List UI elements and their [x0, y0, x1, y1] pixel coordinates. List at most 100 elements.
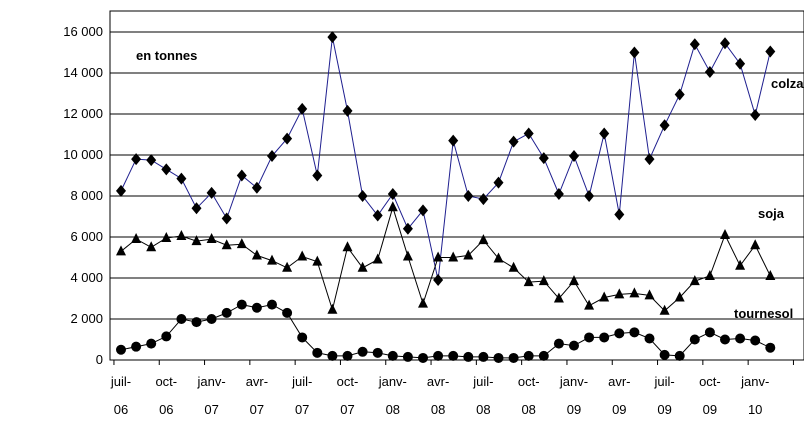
data-point-soja — [297, 250, 308, 261]
data-point-colza — [629, 46, 640, 59]
x-tick-label-year: 09 — [567, 402, 581, 417]
x-tick-label-year: 09 — [703, 402, 717, 417]
data-point-tournesol — [750, 335, 761, 346]
data-point-tournesol — [161, 331, 172, 342]
data-point-soja — [629, 287, 640, 298]
data-point-tournesol — [433, 350, 444, 361]
x-tick-label-year: 08 — [386, 402, 400, 417]
data-point-colza — [146, 154, 157, 167]
data-point-colza — [674, 88, 685, 101]
data-point-colza — [357, 190, 368, 202]
data-point-colza — [312, 169, 323, 182]
data-point-colza — [161, 163, 172, 176]
y-tick-label: 14 000 — [63, 65, 103, 80]
data-point-tournesol — [131, 341, 142, 352]
x-tick-label-year: 10 — [748, 402, 762, 417]
data-point-tournesol — [674, 350, 685, 361]
data-point-soja — [659, 304, 670, 315]
x-tick-label-month: janv- — [559, 374, 588, 389]
data-point-soja — [116, 245, 126, 256]
data-point-colza — [116, 184, 126, 197]
x-tick-label-month: juil- — [472, 374, 493, 389]
data-point-tournesol — [342, 350, 353, 361]
data-point-soja — [704, 269, 715, 280]
data-point-tournesol — [659, 349, 670, 360]
x-tick-label-month: oct- — [699, 374, 721, 389]
data-point-soja — [553, 292, 564, 303]
data-point-tournesol — [206, 314, 217, 324]
data-point-soja — [720, 228, 730, 239]
x-tick-label-month: janv- — [740, 374, 769, 389]
data-point-soja — [146, 241, 157, 252]
x-tick-label-year: 07 — [340, 402, 354, 417]
data-point-colza — [191, 202, 202, 215]
data-point-tournesol — [282, 307, 293, 318]
data-point-soja — [342, 241, 353, 252]
data-point-soja — [750, 239, 761, 250]
data-point-colza — [689, 38, 700, 51]
y-tick-label: 4 000 — [70, 270, 103, 285]
data-point-colza — [221, 212, 232, 225]
x-tick-label-year: 08 — [476, 402, 490, 417]
x-tick-label-year: 06 — [159, 402, 173, 417]
data-point-tournesol — [538, 350, 549, 361]
data-point-soja — [508, 261, 519, 272]
data-point-colza — [569, 150, 579, 163]
data-point-colza — [704, 65, 715, 78]
data-point-tournesol — [478, 351, 489, 362]
data-point-soja — [312, 255, 323, 266]
data-point-soja — [221, 239, 232, 250]
data-point-tournesol — [735, 333, 746, 344]
data-point-colza — [478, 193, 489, 206]
data-point-colza — [720, 37, 730, 50]
x-tick-label-year: 07 — [295, 402, 309, 417]
x-tick-label-year: 08 — [521, 402, 535, 417]
data-point-colza — [599, 127, 610, 140]
x-tick-label-month: avr- — [427, 374, 449, 389]
data-point-colza — [131, 153, 142, 166]
data-point-soja — [418, 297, 428, 308]
data-point-colza — [750, 109, 761, 122]
series-label-soja: soja — [758, 206, 785, 221]
data-point-tournesol — [765, 342, 776, 353]
data-point-tournesol — [418, 352, 428, 363]
data-point-colza — [765, 45, 776, 58]
data-point-tournesol — [584, 332, 595, 343]
series-labels: colza soja tournesol — [734, 76, 804, 321]
data-point-soja — [478, 234, 489, 245]
data-point-soja — [251, 249, 262, 260]
data-point-soja — [584, 299, 595, 310]
data-point-colza — [493, 176, 504, 189]
y-tick-label: 10 000 — [63, 147, 103, 162]
data-point-soja — [282, 261, 293, 272]
unit-label: en tonnes — [136, 48, 197, 63]
data-point-soja — [689, 275, 700, 286]
data-point-soja — [387, 201, 398, 212]
data-point-tournesol — [116, 344, 126, 355]
data-point-tournesol — [614, 328, 625, 339]
data-point-tournesol — [599, 332, 610, 343]
x-tick-label-month: juil- — [291, 374, 312, 389]
data-point-tournesol — [508, 352, 519, 363]
data-point-colza — [659, 119, 670, 132]
data-point-colza — [538, 152, 549, 165]
data-point-soja — [402, 250, 413, 261]
data-point-colza — [251, 181, 262, 194]
x-tick-label-month: avr- — [246, 374, 268, 389]
series-label-colza: colza — [771, 76, 804, 91]
data-point-soja — [538, 275, 549, 286]
data-point-tournesol — [176, 314, 187, 324]
data-point-tournesol — [448, 350, 459, 361]
data-point-soja — [131, 233, 142, 244]
plot-area — [109, 10, 804, 361]
data-point-tournesol — [720, 334, 730, 345]
x-tick-label-year: 09 — [612, 402, 626, 417]
data-point-tournesol — [493, 352, 504, 363]
data-point-soja — [523, 276, 534, 287]
data-point-tournesol — [251, 302, 262, 313]
series-line-colza — [120, 36, 771, 281]
data-point-tournesol — [402, 351, 413, 362]
data-point-tournesol — [372, 347, 383, 358]
data-point-colza — [282, 132, 293, 145]
